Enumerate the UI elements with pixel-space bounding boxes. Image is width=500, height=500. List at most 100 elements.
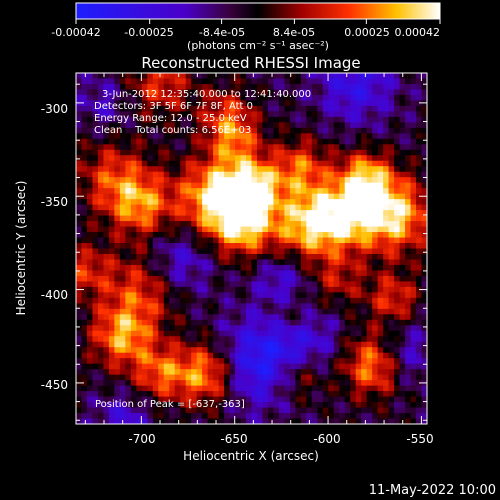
heatmap-cell	[311, 210, 318, 216]
heatmap-cell	[421, 243, 427, 249]
heatmap-cell	[207, 83, 214, 90]
heatmap-cell	[267, 385, 274, 392]
heatmap-cell	[207, 270, 214, 277]
heatmap-cell	[350, 166, 357, 173]
heatmap-cell	[196, 73, 203, 79]
heatmap-cell	[322, 336, 329, 343]
heatmap-cell	[119, 94, 126, 101]
heatmap-cell	[410, 122, 417, 129]
heatmap-cell	[130, 221, 137, 227]
heatmap-cell	[240, 407, 247, 414]
heatmap-cell	[421, 407, 427, 414]
heatmap-cell	[377, 116, 384, 123]
heatmap-cell	[108, 138, 115, 145]
heatmap-cell	[103, 297, 110, 304]
heatmap-cell	[196, 243, 203, 249]
heatmap-cell	[114, 243, 121, 249]
heatmap-cell	[383, 188, 390, 195]
heatmap-cell	[267, 138, 274, 145]
heatmap-cell	[361, 138, 368, 145]
heatmap-cell	[218, 83, 225, 90]
heatmap-cell	[306, 308, 313, 315]
heatmap-cell	[191, 248, 198, 255]
heatmap-cell	[81, 182, 88, 189]
heatmap-cell	[202, 341, 209, 348]
heatmap-cell	[202, 237, 209, 244]
heatmap-cell	[339, 116, 346, 123]
heatmap-cell	[361, 94, 368, 101]
heatmap-cell	[344, 127, 351, 134]
heatmap-cell	[289, 127, 296, 134]
heatmap-cell	[251, 133, 258, 140]
heatmap-cell	[224, 89, 230, 96]
heatmap-cell	[86, 369, 93, 376]
heatmap-cell	[246, 363, 252, 370]
heatmap-cell	[311, 94, 318, 101]
heatmap-cell	[213, 264, 219, 271]
heatmap-cell	[339, 336, 346, 343]
heatmap-cell	[147, 89, 154, 96]
heatmap-cell	[284, 341, 291, 348]
heatmap-cell	[388, 325, 395, 332]
heatmap-cell	[267, 232, 274, 238]
heatmap-cell	[130, 155, 137, 162]
heatmap-cell	[383, 369, 390, 376]
heatmap-cell	[317, 374, 324, 381]
heatmap-cell	[213, 122, 219, 129]
heatmap-cell	[191, 204, 198, 211]
heatmap-cell	[328, 210, 335, 216]
heatmap-cell	[317, 204, 324, 211]
heatmap-cell	[130, 347, 137, 354]
heatmap-cell	[108, 155, 115, 162]
heatmap-cell	[295, 204, 302, 211]
heatmap-cell	[372, 171, 379, 178]
heatmap-cell	[256, 133, 263, 140]
heatmap-cell	[229, 155, 236, 162]
heatmap-cell	[114, 308, 121, 315]
heatmap-cell	[185, 275, 192, 282]
heatmap-cell	[355, 171, 362, 178]
heatmap-cell	[97, 374, 104, 381]
heatmap-cell	[344, 407, 351, 414]
heatmap-cell	[273, 133, 280, 140]
heatmap-cell	[372, 237, 379, 244]
heatmap-cell	[235, 133, 241, 140]
heatmap-cell	[300, 243, 307, 249]
heatmap-cell	[322, 193, 329, 200]
heatmap-cell	[163, 341, 170, 348]
heatmap-cell	[278, 341, 285, 348]
heatmap-cell	[273, 204, 280, 211]
heatmap-cell	[81, 83, 88, 90]
heatmap-cell	[86, 347, 93, 354]
heatmap-cell	[141, 111, 148, 118]
heatmap-cell	[136, 221, 143, 227]
heatmap-cell	[207, 243, 214, 249]
heatmap-cells	[76, 73, 427, 424]
heatmap-cell	[97, 341, 104, 348]
heatmap-cell	[130, 303, 137, 310]
heatmap-cell	[394, 89, 400, 96]
heatmap-cell	[103, 363, 110, 370]
heatmap-cell	[311, 407, 318, 414]
heatmap-cell	[130, 396, 137, 403]
heatmap-cell	[81, 73, 88, 79]
heatmap-cell	[174, 380, 181, 387]
heatmap-cell	[306, 155, 313, 162]
heatmap-cell	[213, 144, 219, 151]
heatmap-cell	[372, 253, 379, 260]
heatmap-cell	[405, 396, 411, 403]
heatmap-cell	[174, 407, 181, 414]
heatmap-cell	[147, 155, 154, 162]
heatmap-cell	[410, 319, 417, 326]
heatmap-cell	[339, 303, 346, 310]
heatmap-cell	[229, 275, 236, 282]
heatmap-cell	[350, 314, 357, 321]
heatmap-cell	[246, 204, 252, 211]
heatmap-cell	[240, 369, 247, 376]
heatmap-cell	[141, 105, 148, 112]
heatmap-cell	[158, 336, 165, 343]
heatmap-cell	[251, 407, 258, 414]
heatmap-cell	[311, 319, 318, 326]
heatmap-cell	[339, 369, 346, 376]
heatmap-cell	[108, 314, 115, 321]
